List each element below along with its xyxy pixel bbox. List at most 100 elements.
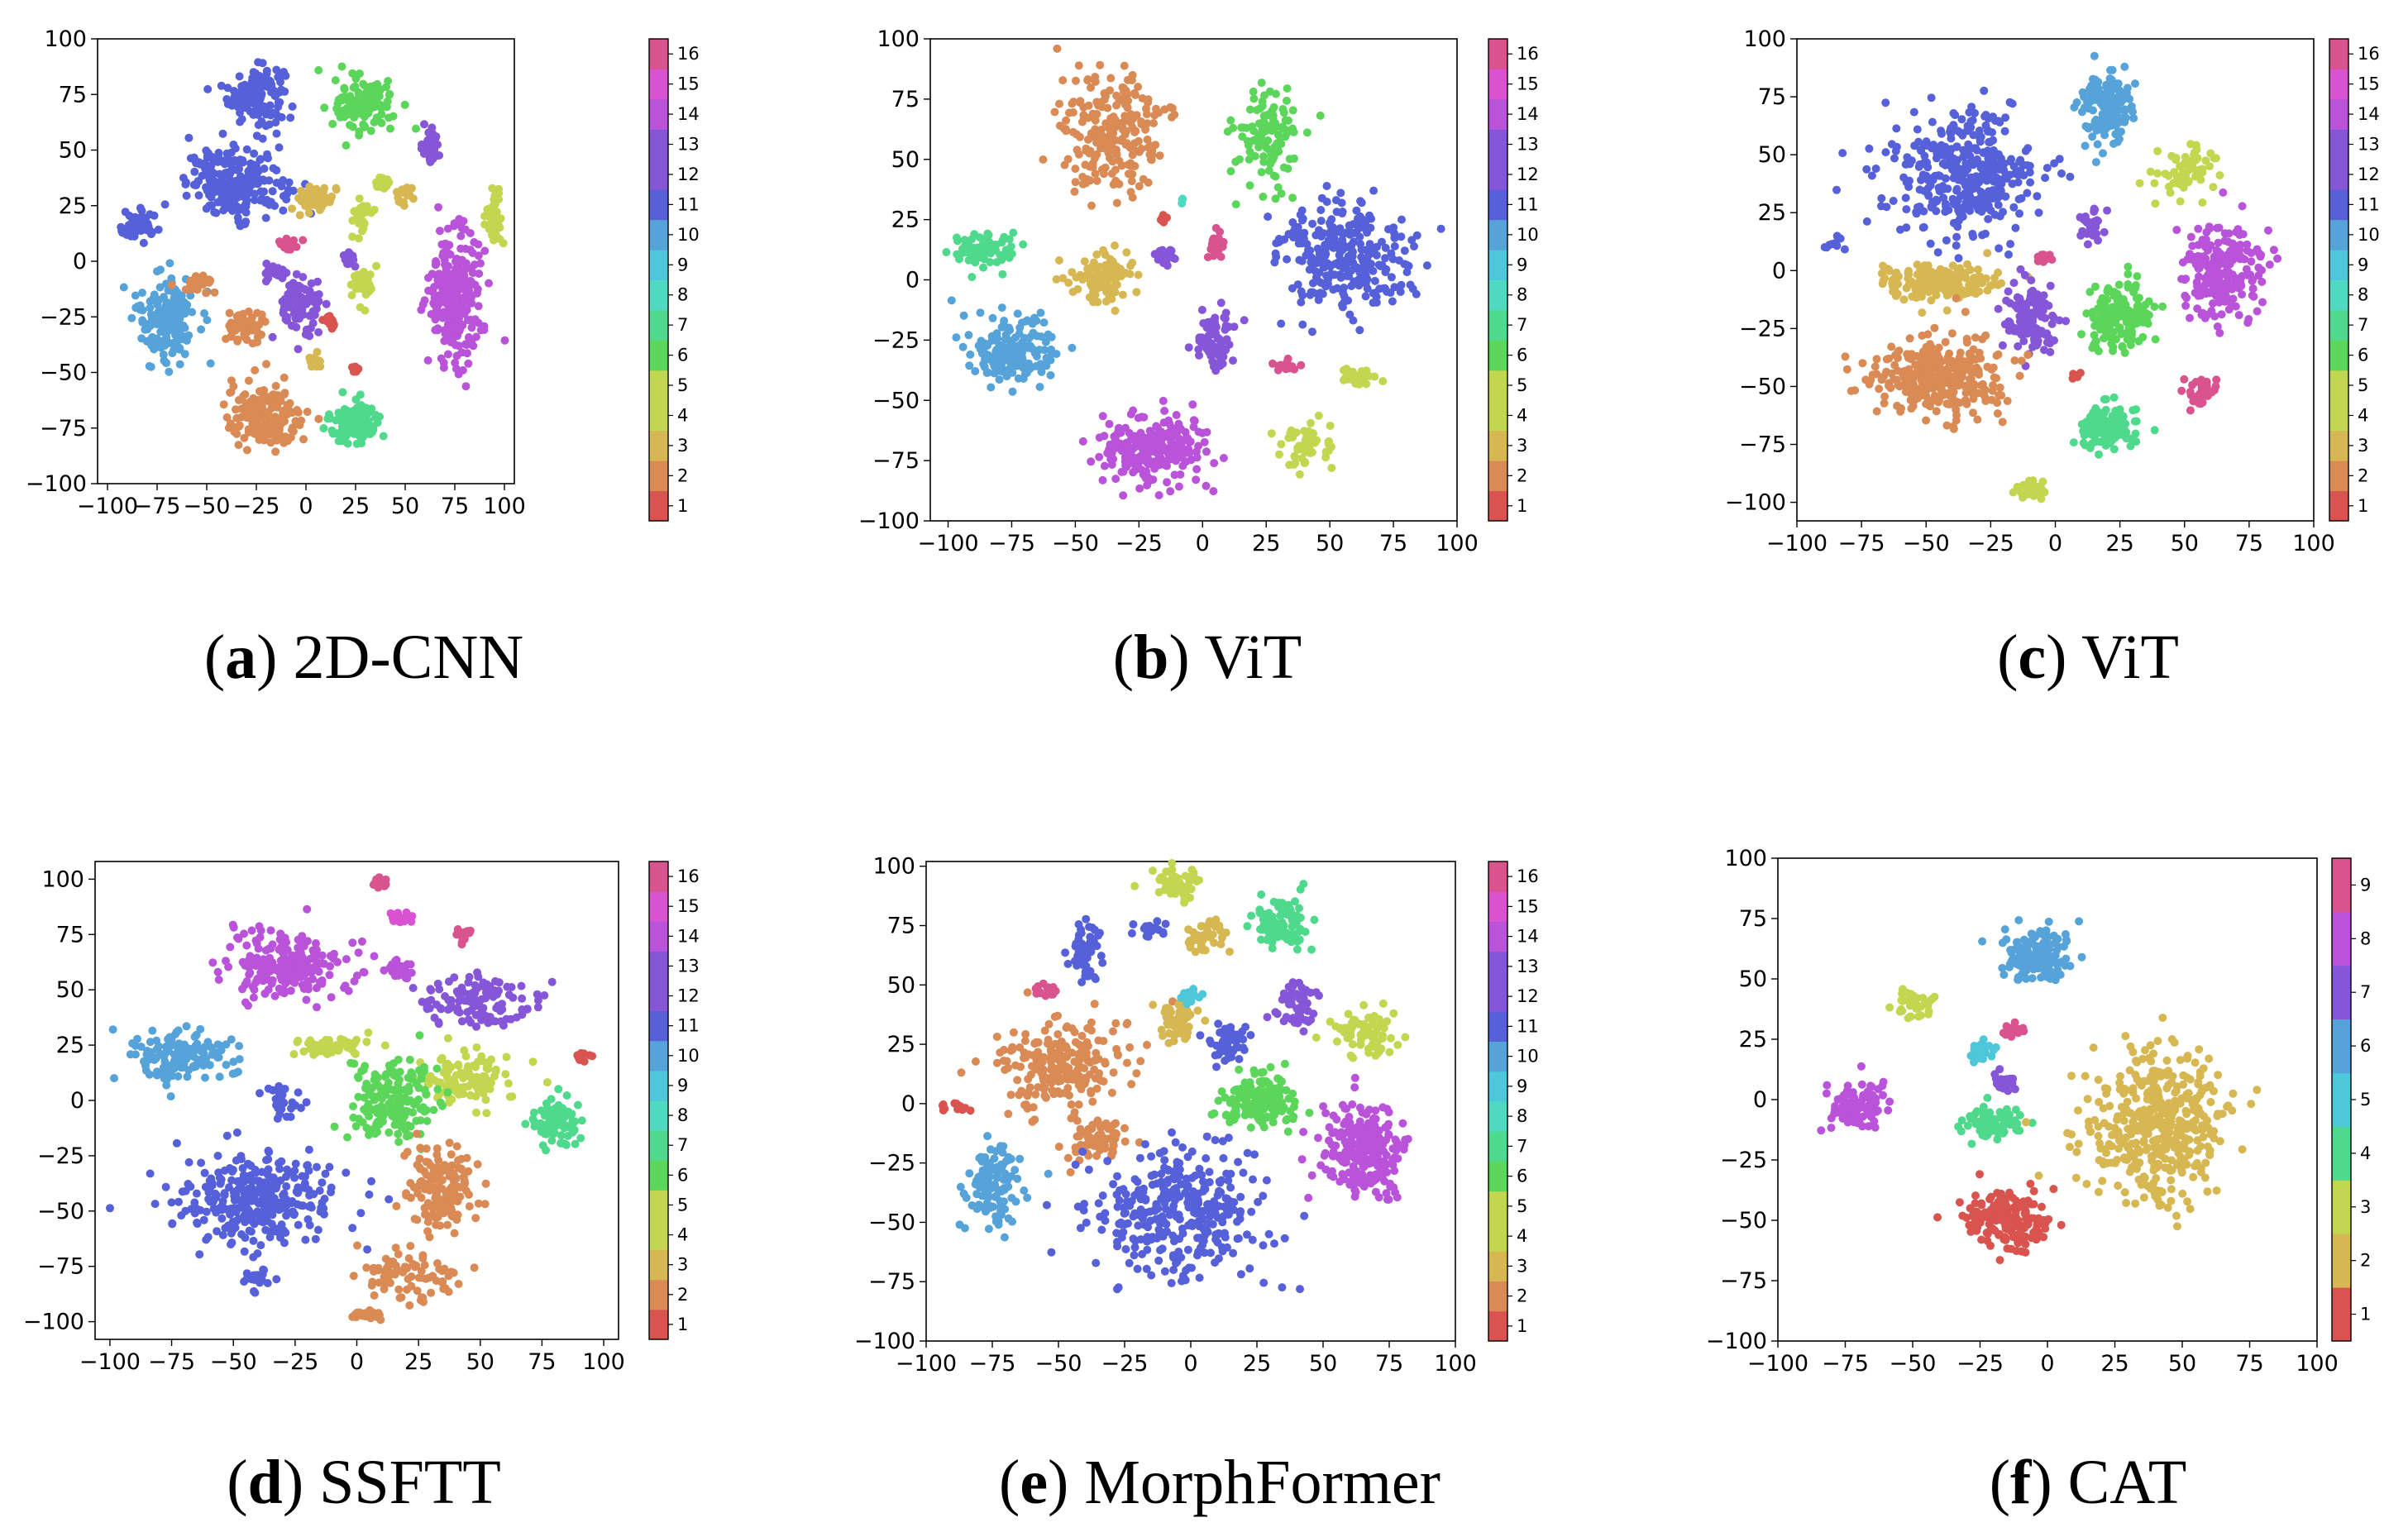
data-point bbox=[1277, 440, 1286, 449]
data-point bbox=[2128, 107, 2137, 117]
data-point bbox=[2144, 311, 2153, 320]
data-point bbox=[1347, 282, 1356, 290]
data-point bbox=[1992, 164, 2001, 172]
data-point bbox=[1339, 264, 1348, 273]
data-point bbox=[459, 278, 468, 287]
data-point bbox=[1257, 168, 1266, 177]
data-point bbox=[2000, 126, 2009, 136]
data-point bbox=[1032, 361, 1041, 370]
data-point bbox=[1189, 422, 1198, 432]
data-point bbox=[1949, 109, 1958, 117]
data-point bbox=[1902, 205, 1911, 214]
data-point bbox=[326, 317, 335, 327]
data-point bbox=[1963, 260, 1972, 269]
data-point bbox=[1890, 154, 1899, 163]
data-point bbox=[1966, 117, 1976, 126]
data-point bbox=[451, 257, 460, 266]
cluster-class-5 bbox=[480, 184, 508, 248]
y-tick-label: −50 bbox=[872, 388, 920, 413]
data-point bbox=[1087, 201, 1096, 210]
data-point bbox=[232, 176, 241, 185]
data-point bbox=[1219, 352, 1228, 361]
data-point bbox=[1984, 154, 1993, 163]
data-point bbox=[1326, 260, 1335, 270]
data-point bbox=[2143, 319, 2152, 328]
data-point bbox=[1200, 437, 1209, 446]
data-point bbox=[1271, 172, 1280, 181]
caption-letter: b bbox=[1134, 623, 1169, 692]
data-point bbox=[1115, 179, 1124, 189]
colorbar-segment bbox=[1488, 39, 1507, 69]
data-point bbox=[2093, 140, 2102, 149]
x-tick-label: 25 bbox=[1252, 531, 1280, 556]
data-point bbox=[234, 217, 243, 226]
data-point bbox=[1140, 413, 1149, 422]
colorbar-tick-label: 1 bbox=[1517, 496, 1527, 516]
data-point bbox=[1316, 217, 1326, 226]
data-point bbox=[2090, 51, 2099, 60]
data-point bbox=[1249, 94, 1259, 103]
data-point bbox=[279, 206, 288, 215]
data-point bbox=[369, 422, 378, 431]
data-point bbox=[439, 363, 448, 372]
data-point bbox=[1039, 318, 1049, 327]
data-point bbox=[1220, 313, 1229, 322]
data-point bbox=[2224, 250, 2233, 259]
data-point bbox=[2125, 94, 2134, 103]
data-point bbox=[1107, 461, 1116, 469]
data-point bbox=[230, 98, 239, 107]
x-tick-label: 25 bbox=[342, 494, 370, 519]
data-point bbox=[1939, 193, 1948, 203]
data-point bbox=[288, 204, 297, 213]
data-point bbox=[466, 229, 475, 237]
colorbar-segment bbox=[649, 490, 668, 522]
data-point bbox=[1083, 135, 1092, 144]
data-point bbox=[2213, 322, 2222, 331]
data-point bbox=[995, 375, 1004, 384]
data-point bbox=[1091, 77, 1100, 86]
data-point bbox=[1164, 416, 1173, 425]
data-point bbox=[2008, 99, 2017, 108]
data-point bbox=[1924, 191, 1933, 200]
data-point bbox=[2215, 171, 2224, 179]
data-point bbox=[2096, 121, 2105, 130]
data-point bbox=[440, 255, 449, 265]
data-point bbox=[1861, 375, 1870, 384]
data-point bbox=[1984, 215, 1993, 223]
data-point bbox=[202, 204, 211, 213]
data-point bbox=[2025, 168, 2034, 177]
data-point bbox=[2134, 336, 2143, 346]
colorbar-tick-label: 6 bbox=[1517, 346, 1527, 365]
data-point bbox=[456, 231, 466, 241]
data-point bbox=[2124, 270, 2133, 279]
data-point bbox=[271, 381, 280, 390]
data-point bbox=[499, 239, 508, 248]
data-point bbox=[434, 203, 442, 212]
colorbar-segment bbox=[649, 400, 668, 432]
colorbar-segment bbox=[649, 279, 668, 311]
data-point bbox=[278, 274, 287, 283]
data-point bbox=[261, 213, 270, 222]
data-point bbox=[2224, 229, 2234, 238]
data-point bbox=[2100, 334, 2108, 343]
data-point bbox=[313, 347, 322, 356]
data-point bbox=[247, 77, 256, 86]
data-point bbox=[1976, 188, 1985, 196]
data-point bbox=[1982, 176, 1991, 185]
data-point bbox=[1308, 327, 1316, 336]
data-point bbox=[1977, 202, 1986, 211]
data-point bbox=[1963, 165, 1972, 174]
data-point bbox=[1115, 96, 1124, 105]
colorbar-segment bbox=[1488, 250, 1507, 280]
data-point bbox=[182, 191, 191, 200]
data-point bbox=[287, 322, 296, 330]
data-point bbox=[1362, 246, 1371, 255]
data-point bbox=[2265, 260, 2274, 270]
data-point bbox=[1990, 373, 1999, 382]
data-point bbox=[984, 231, 993, 240]
data-point bbox=[1331, 270, 1340, 279]
caption-b: (b) ViT bbox=[1112, 623, 1302, 692]
data-point bbox=[343, 439, 352, 448]
data-point bbox=[1316, 289, 1325, 298]
data-point bbox=[2034, 208, 2043, 217]
